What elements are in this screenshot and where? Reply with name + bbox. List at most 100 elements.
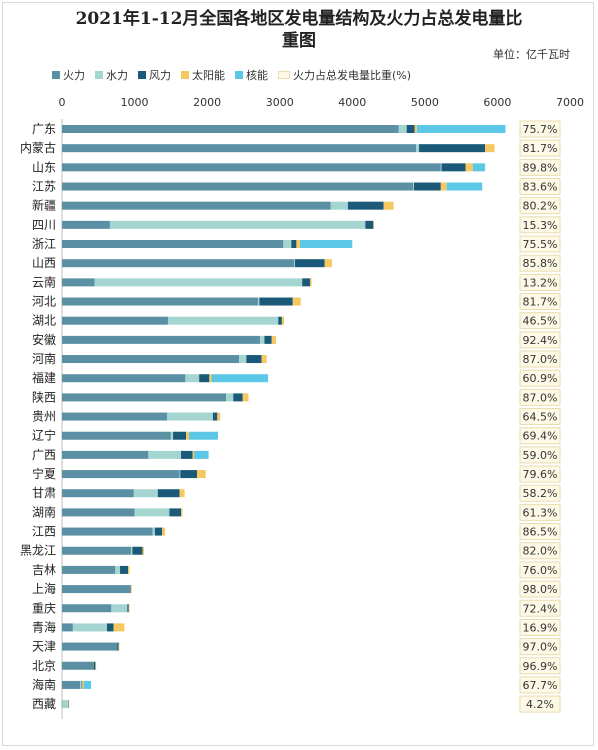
category-label: 辽宁	[32, 428, 56, 443]
bar-segment	[414, 125, 417, 133]
bar-segment	[181, 450, 193, 459]
ratio-label: 92.4%	[523, 334, 558, 347]
bar-segment	[194, 450, 209, 459]
ratio-box	[519, 216, 561, 234]
ratio-box	[519, 618, 561, 636]
bar-segment	[181, 508, 183, 517]
ratio-box	[519, 369, 561, 387]
bar-segment	[62, 201, 331, 210]
bar-segment	[62, 604, 112, 613]
ratio-box	[519, 638, 561, 656]
legend-item-thermal: 火力	[52, 67, 85, 83]
category-label: 广东	[32, 122, 56, 136]
category-label: 云南	[32, 274, 56, 289]
ratio-box	[519, 273, 561, 291]
legend-label-wind: 风力	[149, 69, 171, 82]
bar-segment	[199, 374, 210, 383]
category-label: 海南	[32, 677, 56, 692]
legend-swatch-solar	[181, 71, 189, 79]
category-label: 湖南	[32, 504, 56, 519]
ratio-box	[519, 388, 561, 406]
ratio-label: 46.5%	[523, 315, 558, 328]
bar-segment	[212, 412, 218, 421]
x-tick-label: 0	[59, 96, 66, 109]
bar-segment	[162, 527, 166, 536]
bar-segment	[106, 623, 114, 632]
bar-segment	[169, 508, 182, 517]
bar-segment	[62, 278, 95, 287]
x-tick-label: 3000	[266, 96, 294, 109]
category-label: 浙江	[32, 237, 56, 251]
bar-segment	[186, 431, 189, 440]
category-label: 陕西	[32, 389, 56, 404]
category-label: 吉林	[32, 563, 56, 577]
ratio-label: 98.0%	[523, 583, 558, 596]
legend-label-nuclear: 核能	[246, 69, 268, 82]
ratio-box	[519, 427, 561, 445]
bar-segment	[68, 700, 69, 709]
ratio-label: 89.8%	[523, 161, 558, 174]
bar-segment	[259, 297, 293, 306]
bar-segment	[179, 470, 181, 479]
bar-segment	[419, 144, 486, 153]
category-label: 宁夏	[32, 466, 56, 481]
bar-segment	[157, 489, 180, 498]
bar-segment	[130, 585, 132, 594]
bar-segment	[82, 680, 84, 689]
bar-segment	[117, 642, 119, 651]
bar-segment	[196, 470, 206, 479]
bar-segment	[128, 604, 130, 613]
bar-segment	[209, 374, 212, 383]
bar-segment	[485, 144, 495, 153]
chart-title-line1: 2021年1-12月全国各地区发电量结构及火力占总发电量比	[75, 9, 523, 29]
bar-segment	[132, 546, 143, 555]
bar-segment	[113, 623, 125, 632]
bar-segment	[109, 220, 366, 229]
bar-segment	[446, 182, 483, 191]
category-label: 北京	[32, 659, 56, 673]
bar-segment	[260, 335, 265, 344]
bar-segment	[440, 182, 447, 191]
bar-segment	[302, 278, 311, 287]
ratio-label: 83.6%	[523, 181, 558, 194]
ratio-label: 81.7%	[523, 142, 558, 155]
ratio-box	[519, 503, 561, 521]
bar-segment	[278, 316, 282, 325]
ratio-box	[519, 408, 561, 426]
bar-segment	[472, 163, 486, 172]
category-label: 河北	[32, 295, 56, 309]
bar-segment	[283, 240, 292, 249]
category-label: 甘肃	[32, 486, 56, 500]
bar-segment	[261, 355, 267, 364]
unit-label: 单位：亿千瓦时	[493, 48, 570, 61]
x-tick-label: 7000	[556, 96, 584, 109]
bar-segment	[167, 412, 213, 421]
bar-segment	[62, 661, 94, 670]
legend-item-hydro: 水力	[95, 67, 128, 83]
ratio-label: 64.5%	[523, 411, 558, 424]
legend-label-ratio: 火力占总发电量比重(%)	[293, 69, 412, 82]
bar-segment	[62, 431, 171, 440]
category-label: 上海	[32, 581, 56, 596]
ratio-label: 75.7%	[523, 123, 558, 136]
bar-segment	[152, 527, 155, 536]
bar-segment	[62, 642, 118, 651]
x-tick-label: 2000	[193, 96, 221, 109]
bar-segment	[80, 680, 82, 689]
legend-swatch-hydro	[95, 71, 103, 79]
category-label: 江西	[32, 525, 56, 539]
bar-segment	[180, 470, 197, 479]
legend-item-wind: 风力	[138, 67, 171, 83]
ratio-label: 79.6%	[523, 468, 558, 481]
bar-segment	[440, 163, 442, 172]
bar-segment	[296, 240, 301, 249]
bar-segment	[294, 259, 295, 268]
ratio-box	[519, 446, 561, 464]
ratio-box	[519, 484, 561, 502]
ratio-box	[519, 580, 561, 598]
bar-segment	[281, 316, 285, 325]
bar-segment	[62, 316, 168, 325]
legend-label-solar: 太阳能	[192, 69, 225, 82]
category-label: 新疆	[32, 198, 56, 213]
